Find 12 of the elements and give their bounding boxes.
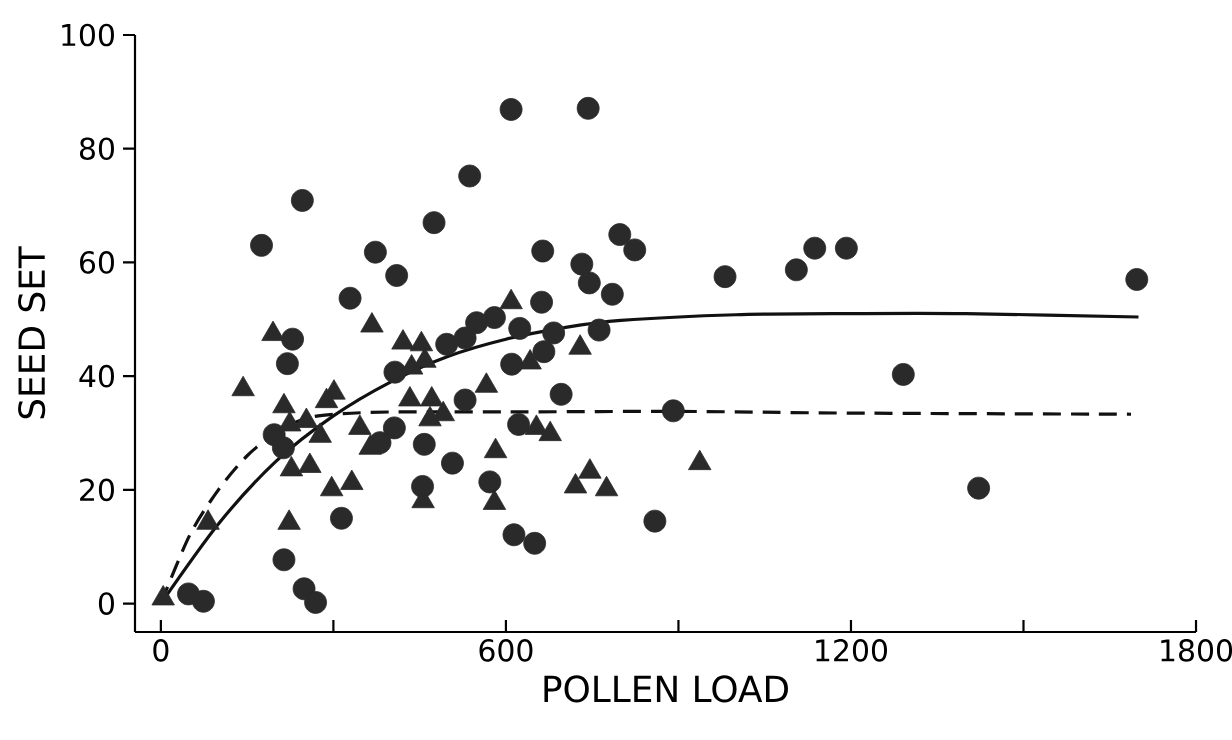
x-tick-label: 1200	[816, 639, 887, 662]
y-tick-label: 20	[80, 478, 114, 502]
y-tick-label: 60	[80, 251, 114, 274]
y-tick-label: 80	[79, 137, 114, 161]
y-axis-title: SEED SET	[18, 246, 46, 419]
y-tick-label: 0	[98, 592, 114, 615]
x-tick-label: 1800	[1161, 639, 1232, 662]
x-tick-label: 0	[153, 639, 169, 662]
x-axis-title: POLLEN LOAD	[544, 675, 788, 703]
y-tick-label: 100	[62, 23, 114, 47]
y-tick-label: 40	[79, 364, 114, 388]
x-tick-label: 600	[479, 639, 533, 662]
